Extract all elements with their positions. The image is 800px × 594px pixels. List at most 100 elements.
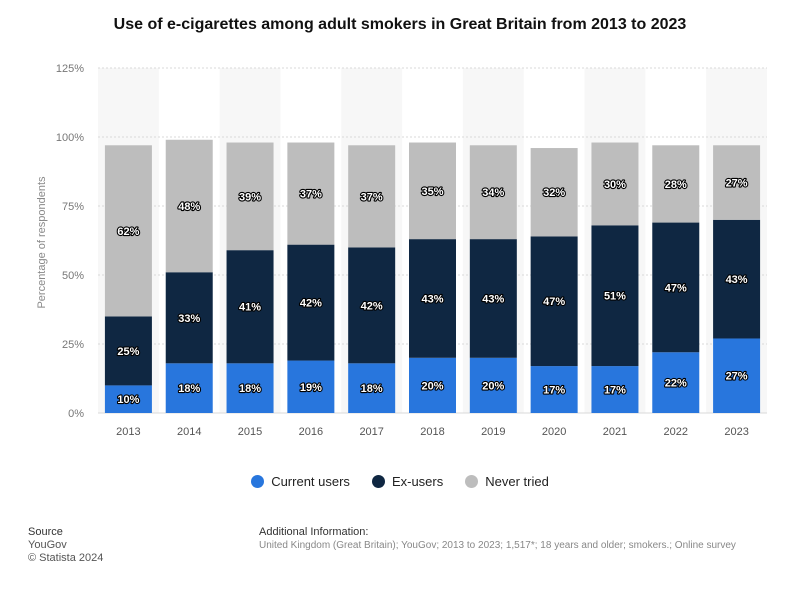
data-label: 47% [665, 282, 687, 294]
data-label: 25% [117, 346, 139, 358]
additional-info-block: Additional Information: United Kingdom (… [259, 526, 736, 552]
additional-info-text: United Kingdom (Great Britain); YouGov; … [259, 540, 736, 551]
data-label: 37% [361, 191, 383, 203]
bar-segment [591, 366, 639, 413]
legend-item-current-users[interactable]: Current users [251, 474, 350, 489]
bar-segment [652, 145, 700, 223]
bar-segment [348, 363, 396, 413]
x-tick-label: 2021 [603, 426, 627, 438]
legend-item-never-tried[interactable]: Never tried [465, 474, 549, 489]
bar-segment [591, 142, 639, 226]
bar-segment [287, 142, 335, 245]
data-label: 22% [665, 378, 687, 390]
legend-label-current-users: Current users [271, 474, 350, 489]
bar-segment [165, 272, 213, 364]
y-tick-label: 50% [62, 270, 84, 282]
bar-segment [530, 148, 578, 237]
y-tick-label: 75% [62, 201, 84, 213]
legend-swatch-ex-users [371, 475, 385, 488]
bar-segment [530, 366, 578, 413]
data-label: 35% [421, 186, 443, 198]
bar-segment [652, 222, 700, 353]
bar-segment [409, 357, 456, 413]
bar-segment [409, 239, 456, 358]
data-label: 39% [239, 191, 261, 203]
data-label: 51% [604, 291, 626, 303]
legend-label-ex-users: Ex-users [391, 474, 444, 489]
chart-title: Use of e-cigarettes among adult smokers … [113, 16, 687, 33]
data-label: 34% [482, 187, 504, 199]
source-heading: Source [28, 526, 63, 538]
y-tick-label: 100% [56, 132, 84, 144]
x-tick-label: 2015 [238, 426, 262, 438]
bar-segment [591, 225, 639, 367]
data-label: 20% [482, 380, 504, 392]
additional-info-heading: Additional Information: [259, 526, 369, 538]
data-label: 19% [300, 382, 322, 394]
y-axis-title: Percentage of respondents [36, 176, 48, 309]
data-label: 27% [726, 178, 748, 190]
x-tick-label: 2022 [664, 426, 688, 438]
stacked-bar-chart: 0% 25% 50% 75% 100% 125% Percentage of respond… [36, 63, 767, 438]
data-label: 48% [178, 201, 200, 213]
bar-segment [469, 357, 517, 413]
bar-segment [226, 250, 274, 364]
bar-segment [165, 139, 213, 273]
data-label: 10% [117, 394, 139, 406]
bar-segment [165, 363, 213, 413]
x-tick-label: 2023 [724, 426, 748, 438]
x-tick-label: 2020 [542, 426, 566, 438]
legend-item-ex-users[interactable]: Ex-users [371, 474, 444, 489]
bar-segment [348, 145, 396, 248]
data-label: 62% [117, 226, 139, 238]
bar-segment [104, 385, 152, 413]
data-label: 42% [300, 298, 322, 310]
data-label: 43% [421, 293, 443, 305]
source-block: Source YouGov © Statista 2024 [28, 526, 103, 565]
source-name[interactable]: YouGov [28, 539, 67, 551]
data-label: 20% [421, 380, 443, 392]
bar-segment [287, 360, 335, 413]
x-tick-label: 2016 [299, 426, 323, 438]
data-label: 43% [482, 293, 504, 305]
bar-segment [469, 239, 517, 358]
bar-segment [409, 142, 456, 240]
data-label: 32% [543, 187, 565, 199]
data-label: 27% [726, 371, 748, 383]
bar-segment [652, 352, 700, 413]
x-tick-label: 2014 [177, 426, 201, 438]
bar-segment [530, 236, 578, 367]
data-label: 42% [361, 300, 383, 312]
x-tick-label: 2013 [116, 426, 140, 438]
x-tick-label: 2017 [359, 426, 383, 438]
data-label: 37% [300, 189, 322, 201]
data-label: 43% [726, 274, 748, 286]
copyright[interactable]: © Statista 2024 [28, 552, 104, 564]
bar-segment [226, 363, 274, 413]
y-tick-label: 0% [68, 408, 84, 420]
legend-swatch-never-tried [465, 475, 479, 488]
x-tick-label: 2019 [481, 426, 505, 438]
data-label: 18% [361, 383, 383, 395]
data-label: 18% [239, 383, 261, 395]
data-label: 17% [604, 385, 626, 397]
bar-segment [713, 338, 761, 413]
legend-label-never-tried: Never tried [485, 474, 549, 489]
bar-segment [104, 145, 152, 317]
legend-swatch-current-users [251, 475, 265, 488]
data-label: 28% [665, 179, 687, 191]
bar-segment [348, 247, 396, 364]
data-label: 47% [543, 296, 565, 308]
data-label: 30% [604, 179, 626, 191]
bar-segment [469, 145, 517, 240]
y-tick-label: 125% [56, 63, 84, 75]
bar-segment [226, 142, 274, 251]
data-label: 17% [543, 385, 565, 397]
data-label: 41% [239, 302, 261, 314]
bar-segment [287, 244, 335, 361]
data-label: 33% [178, 313, 200, 325]
bar-segment [713, 219, 761, 339]
y-tick-label: 25% [62, 339, 84, 351]
legend: Current users Ex-users Never tried [0, 474, 800, 489]
bar-segment [104, 316, 152, 386]
